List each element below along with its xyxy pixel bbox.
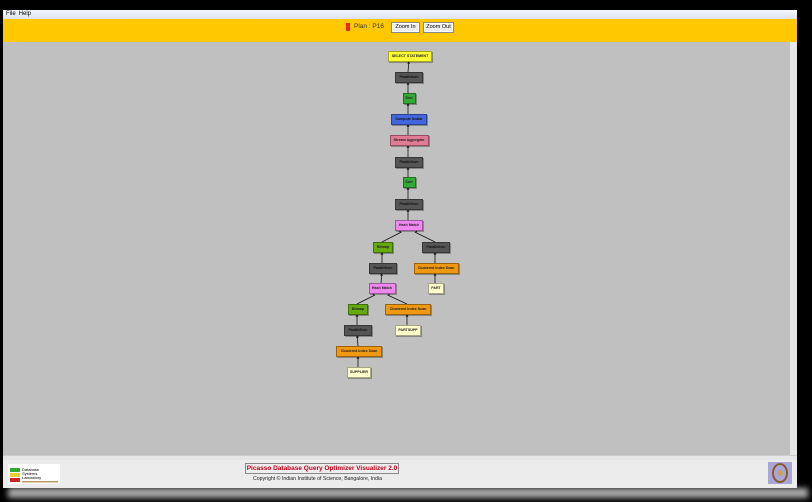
zoom-in-button[interactable]: Zoom In xyxy=(391,22,420,33)
menu-bar: File Help xyxy=(3,10,797,19)
dsl-logo: Database Systems Laboratory xyxy=(8,464,60,484)
plan-node-sort[interactable]: Sort xyxy=(402,177,416,188)
plan-label: Plan : P16 xyxy=(354,23,384,30)
plan-node-sort[interactable]: Sort xyxy=(402,93,416,104)
plan-node-bitmap[interactable]: Bitmap xyxy=(348,304,368,315)
plan-node-parallelism[interactable]: Parallelism xyxy=(395,199,423,210)
arrow-head-icon xyxy=(406,167,410,170)
footer: Database Systems Laboratory Picasso Databa… xyxy=(3,460,797,488)
plan-node-hash-match[interactable]: Hash Match xyxy=(368,283,396,294)
arrow-head-icon xyxy=(380,252,384,255)
plan-node-select-statement[interactable]: SELECT STATEMENT xyxy=(388,51,432,62)
toolbar: Plan : P16 Zoom In Zoom Out xyxy=(3,19,797,42)
plan-node-partsupp[interactable]: PARTSUPP xyxy=(395,325,421,336)
plan-node-clustered-index-scan[interactable]: Clustered Index Scan xyxy=(413,263,459,274)
svg-text:Systems: Systems xyxy=(22,471,37,476)
plan-tree-canvas[interactable]: SELECT STATEMENT Parallelism Sort Compute S… xyxy=(3,42,790,455)
plan-node-clustered-index-scan[interactable]: Clustered Index Scan xyxy=(385,304,431,315)
plan-node-supplier[interactable]: SUPPLIER xyxy=(347,367,371,378)
plan-node-parallelism[interactable]: Parallelism xyxy=(395,72,423,83)
arrow-head-icon xyxy=(406,209,410,212)
copyright-text: Copyright © Indian Institute of Science,… xyxy=(253,476,382,482)
arrow-head-icon xyxy=(406,82,410,85)
arrow-head-icon xyxy=(406,103,410,106)
plan-node-parallelism[interactable]: Parallelism xyxy=(422,242,450,253)
svg-text:Laboratory: Laboratory xyxy=(22,475,41,480)
arrow-head-icon xyxy=(356,356,360,359)
arrow-head-icon xyxy=(407,61,411,64)
arrow-head-icon xyxy=(406,124,410,127)
plan-node-parallelism[interactable]: Parallelism xyxy=(395,157,423,168)
window-shadow xyxy=(8,488,808,498)
plan-color-swatch xyxy=(346,23,350,31)
plan-node-parallelism[interactable]: Parallelism xyxy=(344,325,372,336)
arrow-head-icon xyxy=(406,187,410,190)
plan-node-clustered-index-scan[interactable]: Clustered Index Scan xyxy=(336,346,382,357)
plan-edge xyxy=(356,336,359,347)
iisc-logo xyxy=(768,462,792,484)
arrow-head-icon xyxy=(433,273,437,276)
plan-edge xyxy=(381,231,402,243)
plan-node-hash-match[interactable]: Hash Match xyxy=(395,220,423,231)
plan-edge xyxy=(387,294,408,305)
arrow-head-icon xyxy=(355,314,359,317)
menu-help[interactable]: Help xyxy=(18,11,32,17)
plan-node-stream-aggregate[interactable]: Stream Aggregate xyxy=(389,135,429,146)
zoom-out-button[interactable]: Zoom Out xyxy=(423,22,454,33)
arrow-head-icon xyxy=(380,273,383,276)
plan-edge xyxy=(356,294,376,305)
plan-node-compute-scalar[interactable]: Compute Scalar xyxy=(391,114,427,125)
plan-edge xyxy=(380,274,383,284)
plan-edge xyxy=(414,231,436,243)
plan-edge xyxy=(407,62,410,73)
vertical-scrollbar[interactable] xyxy=(790,42,797,455)
horizontal-scrollbar[interactable] xyxy=(3,455,797,461)
app-title-button[interactable]: Picasso Database Query Optimizer Visuali… xyxy=(245,463,399,474)
svg-text:Database: Database xyxy=(22,467,40,472)
menu-file[interactable]: File xyxy=(6,11,16,17)
arrow-head-icon xyxy=(405,314,409,317)
arrow-head-icon xyxy=(406,145,410,148)
plan-node-bitmap[interactable]: Bitmap xyxy=(373,242,393,253)
arrow-head-icon xyxy=(433,252,437,255)
plan-node-part[interactable]: PART xyxy=(428,283,444,294)
app-window: File Help Plan : P16 Zoom In Zoom Out SEL… xyxy=(3,10,797,488)
arrow-head-icon xyxy=(355,335,359,338)
plan-edges xyxy=(355,61,437,367)
plan-node-parallelism[interactable]: Parallelism xyxy=(369,263,397,274)
